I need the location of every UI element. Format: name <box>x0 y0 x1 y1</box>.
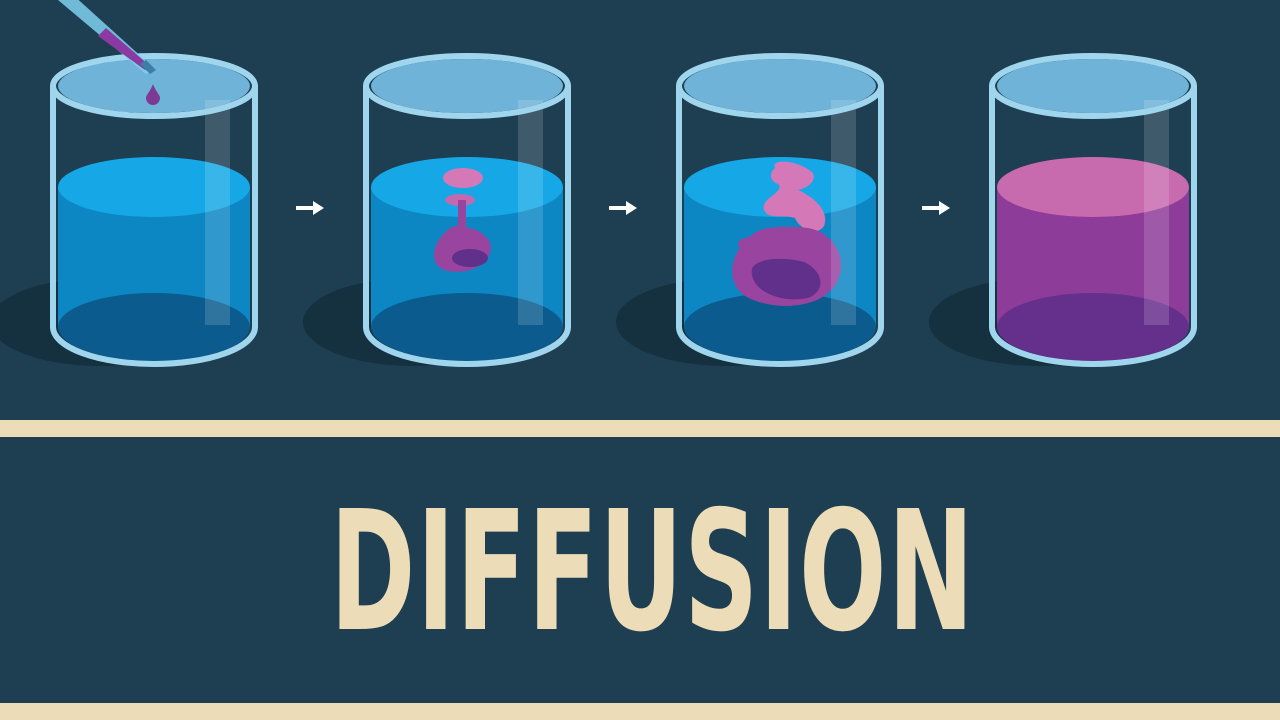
beaker-2-glass-highlight <box>518 100 543 325</box>
top-divider <box>0 420 1280 437</box>
beaker-4-water-surface <box>997 157 1189 217</box>
beaker-4-interior <box>997 59 1189 113</box>
beaker-2-interior <box>371 59 563 113</box>
beaker-1-glass-highlight <box>205 100 230 325</box>
beaker-4-water-bottom <box>997 293 1189 361</box>
beaker-1 <box>0 53 258 367</box>
arrow-right-icon <box>609 201 637 215</box>
beaker-3-dye-plume <box>732 161 842 306</box>
beaker-3-water-bottom <box>684 293 876 361</box>
beaker-4-glass-outline <box>989 86 1197 367</box>
beaker-2 <box>303 53 571 367</box>
beaker-3-glass-outline <box>676 86 884 367</box>
beaker-2-rim <box>363 53 571 119</box>
beaker-1-interior <box>58 59 250 113</box>
beaker-1-water-surface <box>58 157 250 217</box>
dropper-liquid <box>98 28 150 70</box>
arrow-right-icon <box>296 201 324 215</box>
dye-drop-icon <box>146 84 160 105</box>
beaker-3-interior <box>684 59 876 113</box>
beaker-3-glass-highlight <box>831 100 856 325</box>
bottom-divider <box>0 703 1280 720</box>
beaker-1-rim <box>50 53 258 119</box>
beaker-2-dye-plume <box>433 168 491 272</box>
arrow-right-icon <box>922 201 950 215</box>
beaker-3-rim <box>676 53 884 119</box>
dropper-icon <box>58 0 156 74</box>
beaker-1-water-bottom <box>58 293 250 361</box>
beaker-3 <box>616 53 884 367</box>
page-title: DIFFUSION <box>330 476 976 669</box>
beaker-4-rim <box>989 53 1197 119</box>
beaker-2-glass-outline <box>363 86 571 367</box>
beaker-4-glass-highlight <box>1144 100 1169 325</box>
beaker-1-glass-outline <box>50 86 258 367</box>
beaker-2-water-bottom <box>371 293 563 361</box>
beaker-4 <box>929 53 1197 367</box>
dropper-tip <box>140 60 156 74</box>
